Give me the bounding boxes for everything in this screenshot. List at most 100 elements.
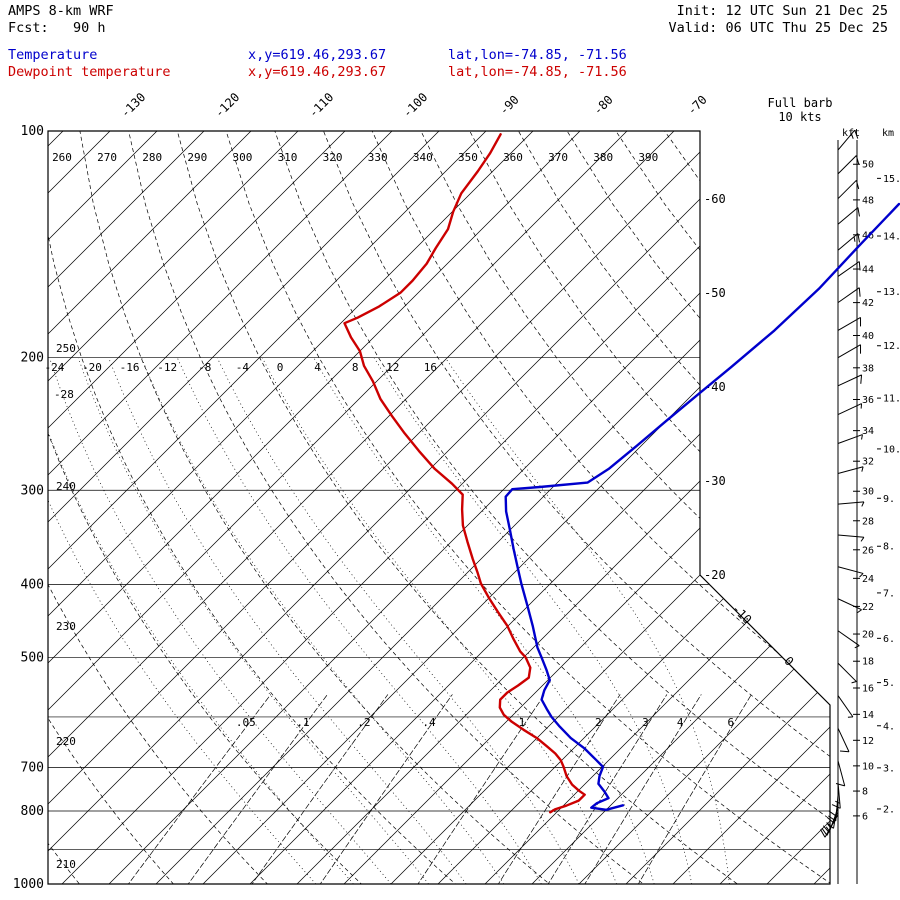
wind-barb-shaft	[837, 534, 864, 538]
isotherm-line	[48, 131, 252, 884]
km-tick-label: 13.	[883, 287, 900, 298]
km-tick-label: 8.	[883, 542, 895, 553]
wind-barb-shaft	[837, 233, 859, 251]
mixing-ratio-label: .2	[357, 716, 370, 729]
dry-adiabat	[176, 131, 760, 884]
isotherm-line	[48, 131, 581, 884]
wind-barb-half-feather	[857, 609, 862, 614]
kft-tick-label: 32	[862, 457, 874, 468]
mixing-ratio-line	[574, 694, 702, 884]
theta-label-left: 250	[56, 342, 76, 355]
isotherm-label-top-g: -110	[306, 90, 336, 120]
wind-barb-shaft	[824, 814, 839, 838]
isotherm-label-diag: -10	[729, 602, 754, 627]
wind-barb-feather	[820, 829, 826, 838]
dry-adiabat	[128, 131, 665, 884]
mixing-ratio-line	[240, 694, 389, 884]
moist-adiabat-label: -16	[120, 361, 140, 374]
wind-barb-feather	[831, 804, 841, 809]
valid-time: Valid: 06 UTC Thu 25 Dec 25	[668, 20, 888, 36]
moist-adiabat	[261, 357, 617, 884]
wind-barb-shaft	[837, 155, 857, 175]
isotherm-label-top-g: -130	[118, 90, 148, 120]
wind-barb-shaft	[837, 403, 862, 416]
wind-barb-shaft	[837, 630, 860, 647]
moist-adiabat-label: 12	[386, 361, 399, 374]
kft-tick-label: 10	[862, 761, 874, 772]
theta-label-left: 230	[56, 620, 76, 633]
mixing-ratio-line	[176, 694, 328, 884]
kft-tick-label: 50	[862, 160, 874, 171]
theta-label-top: 280	[142, 151, 162, 164]
kft-tick-label: 24	[862, 574, 874, 585]
wind-barb-half-feather	[861, 466, 864, 472]
isotherm-line	[296, 131, 830, 884]
isotherm-label-right: -30	[704, 474, 726, 488]
isotherm-label-top-g: -70	[685, 93, 710, 118]
wind-barb-shaft	[837, 466, 864, 474]
dry-adiabat	[371, 131, 830, 884]
kft-tick-label: 36	[862, 395, 874, 406]
barb-legend-line1: Full barb	[767, 96, 832, 110]
wind-barb-feather	[858, 287, 861, 297]
moist-adiabat-label: -12	[157, 361, 177, 374]
mixing-ratio-label: 2	[595, 716, 602, 729]
dry-adiabat	[48, 131, 284, 884]
isotherm-line	[48, 131, 534, 884]
isotherm-line	[48, 131, 487, 884]
mixing-ratio-line	[309, 694, 453, 884]
mixing-ratio-label: .1	[296, 716, 309, 729]
mixing-ratio-line	[628, 694, 752, 884]
isotherm-line	[484, 131, 830, 884]
moist-adiabat-label: -28	[54, 388, 74, 401]
wind-barb-shaft	[837, 287, 860, 304]
isotherm-label-diag: 0	[781, 654, 796, 669]
km-tick-label: 10.	[883, 444, 900, 455]
dry-adiabat	[469, 131, 830, 884]
moist-adiabat-label: -4	[236, 361, 250, 374]
wind-barb-half-feather	[859, 573, 864, 578]
isotherm-line	[155, 131, 830, 884]
km-tick-label: 14.	[883, 231, 900, 242]
isotherm-label-top: -100	[400, 90, 430, 120]
dewpoint-xy-readout: x,y=619.46,293.67	[248, 64, 387, 80]
isotherm-line	[48, 131, 722, 884]
theta-label-top: 300	[232, 151, 252, 164]
mixing-ratio-line	[407, 694, 545, 884]
kft-tick-label: 6	[862, 811, 868, 822]
mixing-ratio-label: 4	[677, 716, 684, 729]
isotherm-line	[766, 131, 830, 884]
isotherm-line	[48, 131, 393, 884]
moist-adiabat	[445, 357, 730, 884]
moist-adiabat	[48, 357, 317, 884]
wind-barb-shaft	[837, 782, 841, 809]
height-axes: kft km50484644424038363432302826242220181…	[842, 128, 900, 884]
barb-legend-line2: 10 kts	[778, 110, 821, 124]
wind-barb-feather	[835, 783, 845, 787]
wind-barb-feather	[821, 827, 828, 836]
wind-barb-shaft	[837, 207, 859, 225]
kft-tick-label: 16	[862, 683, 874, 694]
isotherm-line	[249, 131, 830, 884]
theta-label-top: 310	[278, 151, 298, 164]
isotherm-line	[437, 131, 830, 884]
theta-label-left: 210	[56, 858, 76, 871]
wind-barb-half-feather	[861, 434, 863, 440]
isotherm-label-diag-g: 0	[781, 654, 796, 669]
moist-adiabat-label: 4	[314, 361, 321, 374]
theta-label-top: 340	[413, 151, 433, 164]
dry-adiabat	[420, 131, 830, 884]
dry-adiabat	[48, 131, 474, 884]
theta-label-top: 390	[638, 151, 658, 164]
dry-adiabat	[48, 131, 93, 884]
kft-tick-label: 28	[862, 516, 874, 527]
km-axis-title: km	[882, 128, 894, 139]
dry-adiabat	[48, 131, 189, 884]
isotherm-line	[0, 131, 16, 884]
wind-barb-half-feather	[860, 537, 865, 542]
wind-barb-half-feather	[861, 501, 865, 507]
isotherm-label-right: -20	[704, 568, 726, 582]
moist-adiabat-label: 8	[352, 361, 359, 374]
wind-barb-feather	[860, 374, 863, 384]
km-tick-label: 7.	[883, 588, 895, 599]
